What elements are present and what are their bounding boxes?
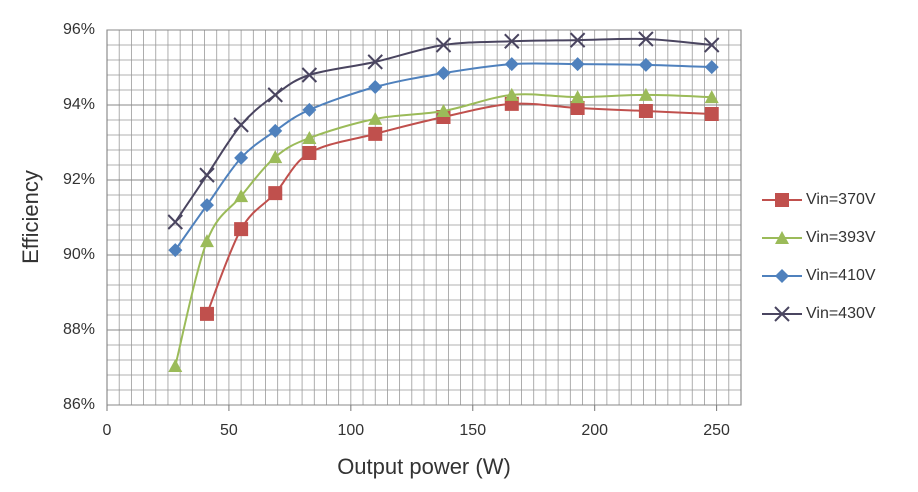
y-axis-label: Efficiency <box>18 170 43 264</box>
marker <box>704 90 719 104</box>
marker <box>436 66 451 81</box>
x-tick-label: 100 <box>337 422 364 439</box>
series-line <box>174 62 712 251</box>
marker <box>638 57 653 72</box>
marker <box>302 131 317 144</box>
marker <box>367 54 383 70</box>
series-line <box>206 102 712 315</box>
y-tick-label: 86% <box>63 396 95 413</box>
marker <box>302 146 317 160</box>
marker <box>233 117 249 133</box>
marker <box>199 306 214 321</box>
marker <box>504 57 519 72</box>
y-tick-label: 88% <box>63 321 95 338</box>
marker <box>234 222 249 237</box>
marker <box>167 214 183 230</box>
marker <box>638 104 653 118</box>
marker <box>168 243 183 258</box>
marker <box>570 90 585 104</box>
x-tick-label: 250 <box>703 422 730 439</box>
marker <box>268 150 283 164</box>
marker <box>268 123 283 138</box>
legend-label: Vin=430V <box>806 305 876 322</box>
marker <box>638 87 653 101</box>
marker <box>368 80 383 94</box>
marker <box>234 150 249 165</box>
marker <box>368 126 383 141</box>
marker <box>267 87 283 103</box>
marker <box>301 67 318 83</box>
marker <box>704 37 720 53</box>
marker <box>168 359 183 372</box>
marker <box>199 167 215 183</box>
y-tick-label: 96% <box>63 21 95 38</box>
marker <box>570 57 585 72</box>
y-tick-label: 94% <box>63 96 95 113</box>
marker <box>704 107 719 121</box>
marker <box>570 101 585 115</box>
series-line <box>174 37 712 223</box>
legend-label: Vin=393V <box>806 229 876 246</box>
marker <box>569 32 586 48</box>
marker <box>368 111 383 125</box>
marker <box>436 104 451 117</box>
legend-label: Vin=370V <box>806 191 876 208</box>
marker <box>704 60 719 75</box>
legend-label: Vin=410V <box>806 267 876 284</box>
marker <box>775 193 789 207</box>
marker <box>774 306 790 322</box>
marker <box>199 234 214 248</box>
y-tick-label: 92% <box>63 171 95 188</box>
marker <box>302 102 317 117</box>
marker <box>775 231 789 244</box>
x-tick-label: 0 <box>103 422 112 439</box>
marker <box>504 87 519 101</box>
x-axis-label: Output power (W) <box>337 454 511 479</box>
marker <box>775 269 789 283</box>
x-tick-label: 150 <box>459 422 486 439</box>
marker <box>234 189 249 203</box>
marker <box>504 33 520 49</box>
marker <box>199 198 214 213</box>
x-tick-label: 50 <box>220 422 238 439</box>
marker <box>435 37 452 53</box>
y-tick-label: 90% <box>63 246 95 263</box>
marker <box>638 31 654 47</box>
x-tick-label: 200 <box>581 422 608 439</box>
marker <box>268 186 283 201</box>
